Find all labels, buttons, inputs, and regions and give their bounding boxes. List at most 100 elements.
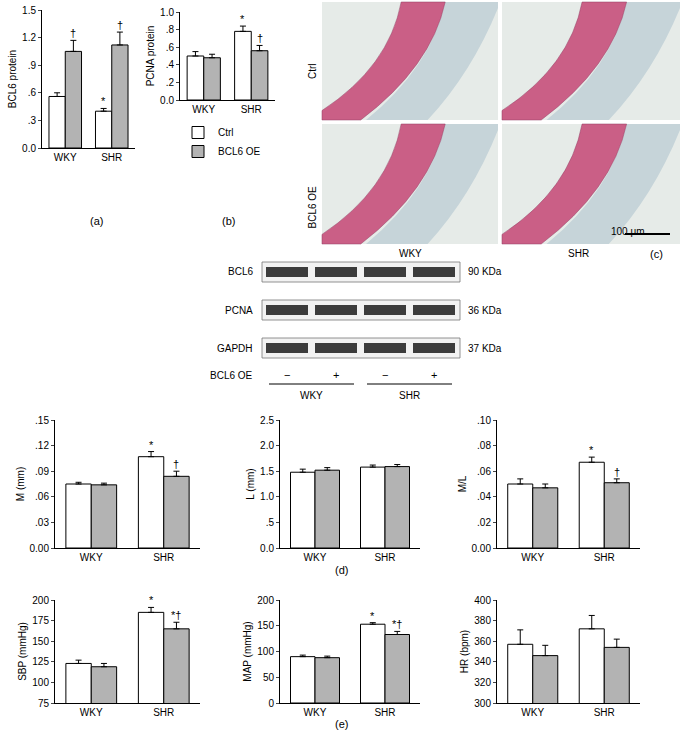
svg-text:0.0: 0.0 [160, 95, 174, 106]
svg-text:0.0: 0.0 [260, 543, 274, 554]
svg-text:(a): (a) [90, 215, 103, 227]
svg-text:SHR: SHR [153, 552, 174, 563]
svg-text:WKY: WKY [304, 552, 327, 563]
svg-text:M (mm): M (mm) [15, 467, 26, 501]
svg-text:+: + [431, 369, 437, 381]
svg-text:WKY: WKY [304, 707, 327, 718]
svg-text:*: * [149, 439, 154, 451]
svg-text:PCNA protein: PCNA protein [145, 26, 156, 87]
svg-text:90 KDa: 90 KDa [468, 266, 502, 277]
svg-text:†: † [70, 27, 76, 39]
svg-text:.4: .4 [166, 59, 175, 70]
svg-text:BCL6 OE: BCL6 OE [307, 186, 318, 229]
svg-text:1.0: 1.0 [260, 491, 274, 502]
svg-text:.2: .2 [166, 77, 175, 88]
svg-text:50: 50 [263, 672, 275, 683]
svg-text:*: * [370, 610, 375, 622]
svg-text:.5: .5 [266, 517, 275, 528]
svg-text:2.0: 2.0 [260, 440, 274, 451]
svg-text:SHR: SHR [399, 390, 420, 401]
svg-text:SBP (mmHg): SBP (mmHg) [17, 622, 28, 681]
svg-text:SHR: SHR [374, 707, 395, 718]
svg-text:M/L: M/L [457, 475, 468, 492]
svg-text:.06: .06 [477, 466, 491, 477]
svg-text:SHR: SHR [101, 152, 122, 163]
svg-text:*: * [101, 95, 106, 107]
svg-text:.6: .6 [166, 42, 175, 53]
svg-text:1.0: 1.0 [160, 7, 174, 18]
svg-text:Ctrl: Ctrl [307, 63, 318, 79]
svg-text:SHR: SHR [374, 552, 395, 563]
svg-text:0: 0 [268, 698, 274, 709]
svg-text:100: 100 [257, 646, 274, 657]
svg-text:.15: .15 [35, 415, 49, 426]
svg-text:WKY: WKY [521, 707, 544, 718]
svg-text:†: † [614, 466, 620, 478]
svg-text:320: 320 [474, 677, 491, 688]
svg-text:WKY: WKY [192, 104, 215, 115]
svg-text:400: 400 [474, 595, 491, 606]
svg-text:75: 75 [38, 698, 50, 709]
svg-text:WKY: WKY [80, 707, 103, 718]
svg-text:*†: *† [171, 609, 181, 621]
svg-text:SHR: SHR [594, 552, 615, 563]
svg-text:37 KDa: 37 KDa [468, 343, 502, 354]
svg-text:.04: .04 [477, 491, 491, 502]
svg-text:0.00: 0.00 [472, 543, 492, 554]
svg-text:150: 150 [257, 620, 274, 631]
svg-text:150: 150 [32, 636, 49, 647]
svg-text:†: † [173, 458, 179, 470]
svg-text:.06: .06 [35, 491, 49, 502]
svg-text:†: † [257, 32, 263, 44]
svg-text:100 μm: 100 μm [611, 226, 645, 237]
svg-text:1.5: 1.5 [260, 466, 274, 477]
svg-text:†: † [117, 19, 123, 31]
svg-text:BCL6 protein: BCL6 protein [7, 50, 18, 108]
svg-text:SHR: SHR [241, 104, 262, 115]
svg-text:.8: .8 [166, 24, 175, 35]
svg-text:WKY: WKY [54, 152, 77, 163]
svg-text:(c): (c) [650, 248, 663, 260]
svg-text:125: 125 [32, 656, 49, 667]
svg-text:*: * [589, 444, 594, 456]
svg-text:.12: .12 [35, 440, 49, 451]
svg-text:HR (bpm): HR (bpm) [459, 630, 470, 673]
svg-text:WKY: WKY [80, 552, 103, 563]
svg-text:.3: .3 [28, 115, 37, 126]
svg-text:340: 340 [474, 656, 491, 667]
svg-text:Ctrl: Ctrl [218, 127, 234, 138]
svg-text:PCNA: PCNA [225, 305, 253, 316]
svg-text:380: 380 [474, 615, 491, 626]
svg-text:1.2: 1.2 [22, 32, 36, 43]
svg-text:(b): (b) [222, 215, 235, 227]
svg-text:0.00: 0.00 [30, 543, 50, 554]
svg-text:SHR: SHR [568, 248, 589, 259]
svg-text:.03: .03 [35, 517, 49, 528]
svg-text:200: 200 [32, 595, 49, 606]
svg-text:GAPDH: GAPDH [217, 343, 253, 354]
svg-text:.02: .02 [477, 517, 491, 528]
svg-text:SHR: SHR [153, 707, 174, 718]
svg-text:.10: .10 [477, 415, 491, 426]
svg-text:.08: .08 [477, 440, 491, 451]
svg-text:200: 200 [257, 595, 274, 606]
svg-text:(e): (e) [335, 718, 348, 730]
svg-text:360: 360 [474, 636, 491, 647]
svg-text:*: * [240, 13, 245, 25]
svg-text:BCL6: BCL6 [228, 266, 253, 277]
svg-text:+: + [333, 369, 339, 381]
svg-text:MAP (mmHg): MAP (mmHg) [242, 621, 253, 681]
svg-text:100: 100 [32, 677, 49, 688]
svg-text:36 KDa: 36 KDa [468, 305, 502, 316]
svg-text:175: 175 [32, 615, 49, 626]
svg-text:.09: .09 [35, 466, 49, 477]
svg-text:0.0: 0.0 [22, 143, 36, 154]
svg-text:SHR: SHR [594, 707, 615, 718]
svg-text:.6: .6 [28, 87, 37, 98]
svg-text:WKY: WKY [521, 552, 544, 563]
svg-text:2.5: 2.5 [260, 415, 274, 426]
svg-text:−: − [382, 369, 388, 381]
svg-text:BCL6 OE: BCL6 OE [210, 370, 253, 381]
svg-text:1.5: 1.5 [22, 5, 36, 16]
svg-text:*†: *† [392, 618, 402, 630]
